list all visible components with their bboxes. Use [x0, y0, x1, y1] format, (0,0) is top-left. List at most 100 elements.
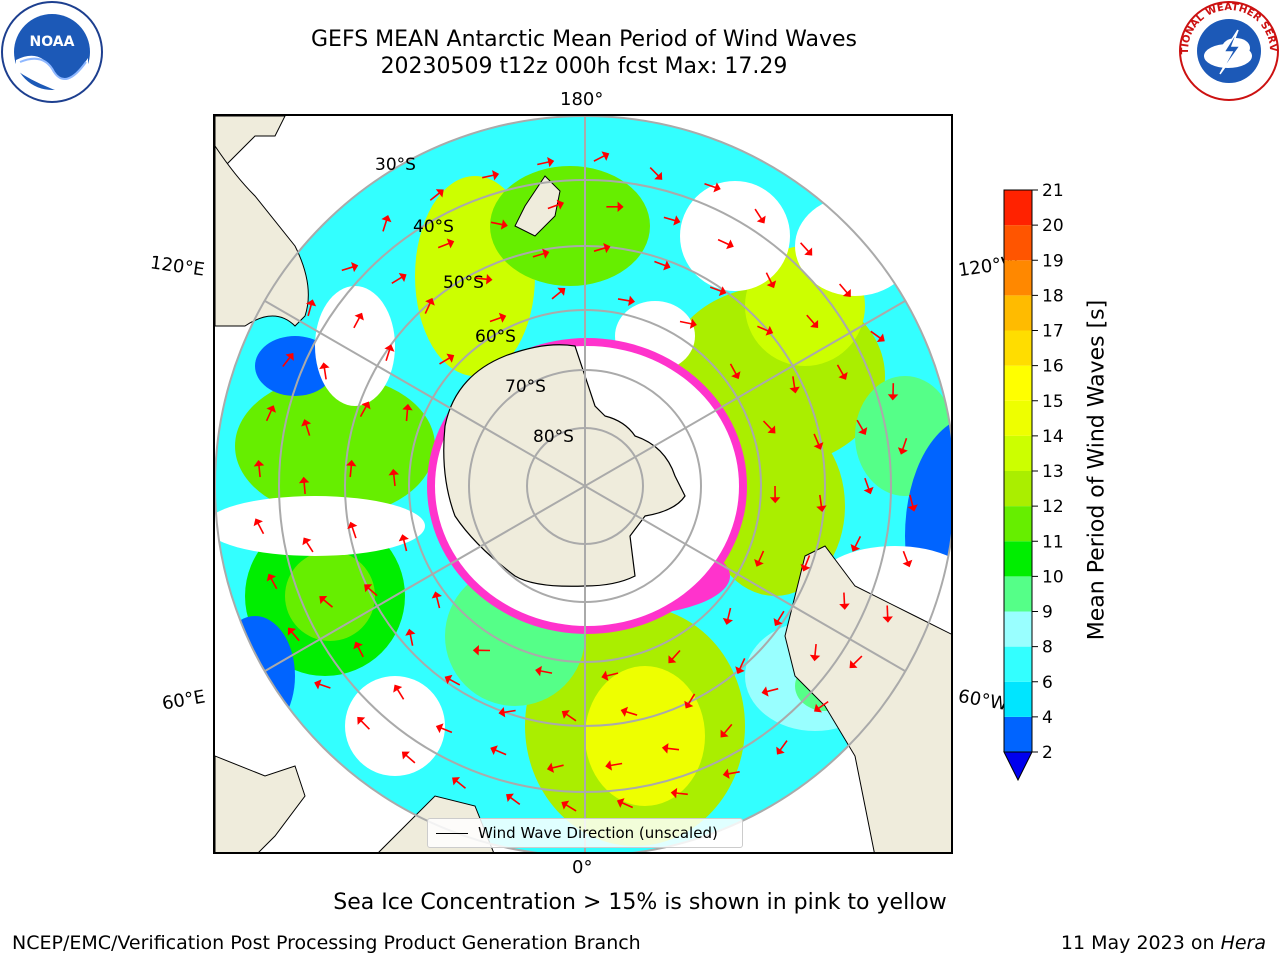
wave-arrow-shaft — [489, 316, 502, 323]
wave-arrow-shaft — [257, 522, 265, 535]
wave-arrow-head — [661, 743, 669, 754]
wave-arrow-shaft — [663, 216, 676, 222]
wave-arrow-head — [735, 666, 745, 674]
wave-arrow-head — [347, 521, 358, 530]
wave-arrow-head — [722, 617, 733, 625]
wave-arrow-head — [882, 616, 893, 623]
wave-arrow-head — [620, 706, 628, 717]
lat-label-60s: 60°S — [475, 327, 516, 347]
wave-arrow-shaft — [886, 605, 889, 618]
lat-label-80s: 80°S — [533, 427, 574, 447]
wave-arrow-head — [444, 674, 453, 685]
wave-arrow-shaft — [852, 655, 863, 666]
wave-arrow-head — [486, 273, 493, 285]
wave-arrow-shaft — [353, 316, 361, 329]
wave-arrow-shaft — [429, 192, 441, 201]
wave-arrow-head — [405, 628, 416, 636]
wave-arrow-shaft — [621, 801, 634, 809]
wave-arrow-shaft — [482, 174, 495, 179]
noaa-logo: NOAA — [1, 1, 103, 103]
wave-arrow-shaft — [625, 710, 638, 716]
wave-arrow-shaft — [901, 438, 908, 450]
wave-arrow-shaft — [551, 290, 562, 300]
colorbar-tick-label: 10 — [1042, 567, 1064, 587]
lon-label-180: 180° — [560, 89, 604, 110]
legend-line-swatch — [436, 832, 468, 834]
colorbar-segment — [1004, 295, 1032, 331]
wave-arrow-head — [364, 584, 373, 593]
wave-arrow-shaft — [270, 577, 278, 590]
wave-arrow-shaft — [509, 796, 521, 806]
wave-arrow-shaft — [687, 693, 696, 705]
wave-arrow-shaft — [341, 266, 354, 272]
wave-arrow-head — [839, 603, 850, 610]
wave-arrow-head — [726, 239, 734, 250]
wave-arrow-shaft — [318, 683, 331, 689]
machine-name: Hera — [1220, 932, 1266, 954]
wave-arrow-head — [887, 394, 899, 401]
lat-label-40s: 40°S — [413, 217, 454, 237]
lat-label-30s: 30°S — [375, 155, 416, 175]
colorbar-tick-label: 16 — [1042, 357, 1064, 377]
wave-arrow-head — [813, 442, 824, 450]
wave-arrow-head — [767, 425, 776, 434]
lon-label-60e: 60°E — [160, 686, 207, 715]
wave-arrow-shaft — [717, 238, 730, 246]
wave-arrow-head — [689, 318, 697, 329]
wave-arrow-head — [425, 297, 435, 306]
wave-arrow-head — [850, 543, 861, 552]
wave-arrow-head — [393, 684, 403, 693]
wave-arrow-head — [769, 497, 781, 504]
nws-logo: NATIONAL WEATHER SERVICE — [1178, 0, 1279, 101]
wave-arrow-head — [500, 219, 508, 230]
wave-arrow-shaft — [610, 762, 623, 767]
wave-arrow-head — [601, 151, 610, 161]
lon-label-120e: 120°E — [148, 252, 206, 281]
map-legend: Wind Wave Direction (unscaled) — [427, 818, 743, 848]
colorbar-segment — [1004, 576, 1032, 612]
colorbar-segment — [1004, 471, 1032, 507]
colorbar-segment — [1004, 435, 1032, 471]
graticule — [215, 116, 951, 852]
wave-arrow-head — [546, 762, 555, 773]
colorbar-tick-label: 4 — [1042, 708, 1053, 728]
land-new-zealand — [514, 175, 561, 237]
colorbar-label: Mean Period of Wind Waves [s] — [1084, 299, 1110, 641]
wave-arrow-shaft — [776, 610, 785, 622]
wave-arrow-shaft — [494, 749, 507, 756]
colorbar: 2 4 6 8 9 10 11 12 13 14 15 16 17 18 19 20 21 — [1003, 181, 1064, 782]
wave-arrow-shaft — [455, 780, 466, 789]
colorbar-segment — [1004, 646, 1032, 682]
colorbar-tick-label: 21 — [1042, 181, 1064, 201]
wave-arrow-shaft — [351, 526, 357, 539]
wave-arrow-head — [351, 262, 359, 273]
wave-arrow-head — [319, 362, 330, 370]
wave-arrow-shaft — [738, 658, 746, 670]
lat-label-50s: 50°S — [443, 273, 484, 293]
wave-arrow-shaft — [617, 298, 630, 302]
chart-subtitle: 20230509 t12z 000h fcst Max: 17.29 — [380, 54, 788, 79]
wave-period-field — [215, 166, 951, 846]
wave-arrow-shaft — [392, 474, 396, 487]
wave-arrow-head — [603, 243, 611, 254]
wave-arrow-shaft — [836, 364, 845, 376]
wave-arrow-head — [668, 655, 677, 664]
wave-arrow-head — [654, 171, 663, 180]
wave-arrow-head — [670, 787, 678, 799]
wave-arrow-head — [754, 559, 764, 567]
wave-arrow-shaft — [654, 260, 666, 267]
wave-arrow-head — [810, 320, 819, 329]
colorbar-tick-label: 6 — [1042, 673, 1053, 693]
wave-arrow-head — [816, 505, 827, 513]
wave-arrow-head — [722, 768, 730, 779]
wave-arrow-shaft — [503, 709, 516, 714]
wave-arrow-head — [902, 559, 913, 568]
date-text: 11 May 2023 on — [1060, 932, 1221, 954]
wave-arrow-shaft — [649, 167, 660, 177]
wave-arrow-head — [298, 476, 310, 484]
wave-arrow-head — [842, 289, 851, 298]
wave-arrow-head — [452, 777, 461, 786]
wave-arrow-shaft — [282, 356, 291, 367]
wave-arrow-shaft — [360, 720, 370, 730]
wave-arrow-head — [506, 793, 514, 803]
